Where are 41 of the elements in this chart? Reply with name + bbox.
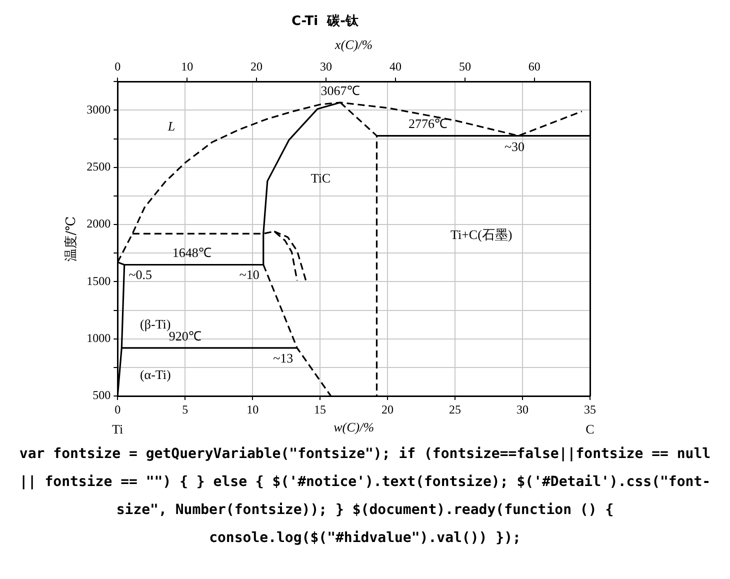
annotation: 1648℃ [172,245,212,260]
text: C [586,421,594,436]
x2-tick-label: 0 [114,60,121,74]
x2-tick-label: 10 [181,60,194,74]
x-tick-label: 30 [516,402,529,416]
y-tick-label: 3000 [86,102,111,116]
x-tick-label: 20 [382,402,394,416]
y-tick-label: 2500 [86,160,111,174]
annotation: Ti+C(石墨) [450,227,512,242]
x2-tick-label: 30 [320,60,332,74]
x-tick-label: 35 [584,402,596,416]
annotation: 3067℃ [320,82,360,98]
x-tick-label: 15 [314,402,326,416]
annotation: ~0.5 [128,267,152,282]
annotation: ~13 [273,350,294,366]
x-tick-label: 0 [114,402,121,416]
x-axis-title: w(C)/% [334,420,374,435]
y-tick-label: 1500 [86,274,111,288]
y-tick-label: 2000 [86,216,111,231]
annotation: (α-Ti) [140,366,171,382]
x2-tick-label: 40 [389,60,402,74]
chart-title: C-Ti 碳-钛 [291,14,360,30]
x-tick-label: 10 [246,402,259,416]
annotation: ~10 [239,267,260,282]
y-tick-label: 500 [92,388,111,402]
x-tick-label: 25 [449,402,462,416]
annotation: ~30 [504,139,524,154]
x2-axis-title: x(C)/% [334,36,373,52]
x2-tick-label: 60 [528,60,540,74]
annotation: (β-Ti) [140,316,171,332]
text: Ti [112,421,124,436]
annotation: TiC [310,170,331,186]
text: var fontsize = getQueryVariable("fontsize"); if (fontsize==false||fontsize == null || fontsize == "") { } else { $('#notice').text(fontsize); $('#Detail').css("font-size", Number(fontsize)); } $(document).ready(function () { console.log($("#hidvalue").val()) }); [18,445,712,548]
x2-tick-label: 20 [250,60,263,74]
annotation: 920℃ [168,328,202,344]
y-axis-title: 温度/℃ [63,216,80,262]
annotation: L [166,118,176,134]
y-tick-label: 1000 [86,330,111,345]
annotation: 2776℃ [408,116,448,132]
x-tick-label: 5 [182,402,188,416]
x2-tick-label: 50 [458,60,471,74]
